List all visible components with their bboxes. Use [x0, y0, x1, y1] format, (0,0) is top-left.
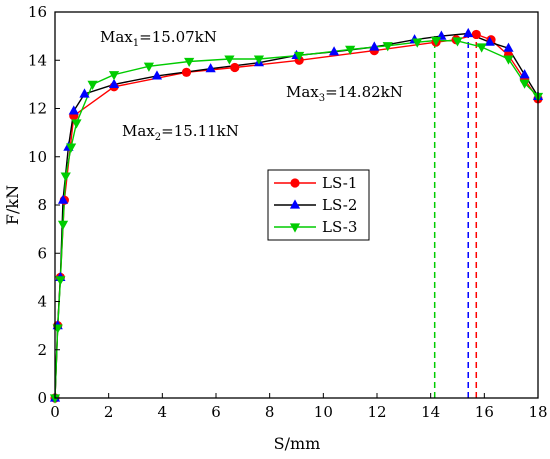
data-point-ls-1 — [471, 29, 481, 40]
x-tick-label: 16 — [475, 403, 494, 421]
y-tick-label: 8 — [37, 196, 47, 214]
data-point-ls-3 — [412, 38, 423, 48]
data-point-ls-2 — [68, 105, 79, 115]
data-point-ls-2 — [328, 46, 340, 56]
data-point-ls-1 — [230, 62, 240, 73]
legend-marker — [290, 178, 300, 188]
data-point-ls-3 — [452, 37, 463, 47]
data-point-ls-2 — [463, 27, 474, 38]
data-point-ls-3 — [49, 394, 61, 404]
data-point-ls-2 — [484, 36, 495, 46]
x-axis-label: S/mm — [274, 434, 321, 453]
data-point-ls-3 — [57, 220, 69, 230]
x-tick-label: 10 — [314, 403, 333, 421]
data-point-ls-2 — [503, 42, 514, 52]
y-tick-label: 2 — [37, 341, 47, 359]
annotation-max1: Max1=15.07kN — [100, 28, 217, 49]
data-point-ls-3 — [66, 143, 77, 153]
annotation-max2: Max2=15.11kN — [122, 122, 239, 143]
legend-marker — [289, 199, 301, 209]
data-point-ls-3 — [143, 62, 155, 72]
y-tick-label: 14 — [28, 51, 47, 69]
y-tick-label: 0 — [37, 389, 47, 407]
y-axis-label: F/kN — [3, 185, 22, 225]
data-point-ls-3 — [55, 276, 66, 286]
data-point-ls-2 — [519, 69, 530, 79]
x-tick-label: 18 — [528, 403, 547, 421]
y-tick-label: 12 — [28, 100, 47, 118]
y-tick-label: 4 — [37, 293, 47, 311]
legend-label: LS-2 — [322, 196, 357, 214]
data-point-ls-3 — [503, 55, 514, 65]
data-point-ls-3 — [71, 119, 82, 129]
annotation-max3: Max3=14.82kN — [286, 83, 403, 104]
x-tick-label: 4 — [158, 403, 168, 421]
x-tick-label: 12 — [367, 403, 386, 421]
data-point-ls-2 — [108, 78, 120, 88]
data-point-ls-3 — [224, 55, 235, 65]
data-point-ls-2 — [79, 88, 90, 98]
x-tick-label: 8 — [265, 403, 275, 421]
data-point-ls-3 — [382, 42, 393, 52]
data-point-ls-2 — [57, 194, 69, 204]
y-tick-label: 10 — [28, 148, 47, 166]
legend-marker — [289, 223, 301, 233]
y-tick-label: 6 — [37, 244, 47, 262]
data-point-ls-3 — [253, 55, 265, 65]
data-point-ls-2 — [151, 70, 163, 80]
data-point-ls-3 — [476, 43, 487, 53]
data-point-ls-3 — [60, 172, 71, 182]
x-tick-label: 6 — [211, 403, 221, 421]
data-point-ls-3 — [87, 80, 98, 90]
x-tick-label: 0 — [50, 403, 60, 421]
x-tick-label: 14 — [421, 403, 440, 421]
data-point-ls-3 — [294, 51, 305, 62]
y-tick-label: 16 — [28, 3, 47, 21]
data-point-ls-2 — [369, 41, 380, 51]
legend: LS-1 LS-2 LS-3 — [267, 169, 370, 241]
data-point-ls-1 — [181, 67, 192, 77]
data-point-ls-3 — [184, 57, 195, 68]
data-point-ls-3 — [108, 71, 120, 81]
legend-label: LS-1 — [322, 174, 357, 192]
data-point-ls-3 — [430, 36, 442, 47]
x-tick-label: 2 — [104, 403, 114, 421]
data-point-ls-3 — [519, 79, 530, 89]
legend-label: LS-3 — [322, 218, 357, 236]
data-point-ls-2 — [205, 63, 216, 73]
data-point-ls-3 — [345, 45, 356, 55]
